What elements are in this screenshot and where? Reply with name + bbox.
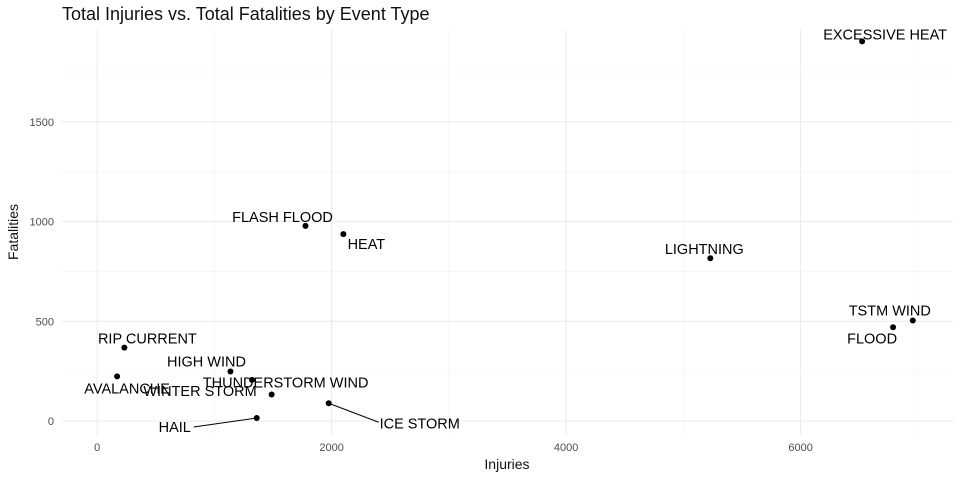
point-winter-storm <box>249 376 256 383</box>
chart-title: Total Injuries vs. Total Fatalities by E… <box>62 4 430 24</box>
y-tick-label: 1500 <box>30 117 54 129</box>
point-flood <box>890 324 897 331</box>
y-tick-label: 1000 <box>30 217 54 229</box>
y-tick-label: 500 <box>36 316 54 328</box>
leader-line-hail <box>193 417 257 428</box>
point-label-flash-flood: FLASH FLOOD <box>232 210 333 226</box>
point-excessive-heat <box>859 38 866 45</box>
y-tick-label: 0 <box>48 416 54 428</box>
point-labels: EXCESSIVE HEAT FLASH FLOOD HEAT LIGHTNING TS… <box>84 27 947 436</box>
leader-line-ice-storm <box>328 402 379 423</box>
label-leader-lines <box>193 402 379 428</box>
point-rip-current <box>121 344 128 351</box>
x-tick-label: 4000 <box>554 442 578 454</box>
tick-labels: 0 2000 4000 6000 0 500 1000 1500 <box>30 117 813 454</box>
point-tstm-wind <box>909 317 916 324</box>
x-tick-label: 2000 <box>319 442 343 454</box>
point-thunderstorm-wind <box>268 391 275 398</box>
data-points <box>114 38 916 422</box>
point-label-thunderstorm-wind: THUNDERSTORM WIND <box>203 376 369 392</box>
point-label-avalanche: AVALANCHE <box>84 381 170 397</box>
point-label-tstm-wind: TSTM WIND <box>849 303 931 319</box>
point-heat <box>340 231 347 238</box>
x-tick-label: 0 <box>94 442 100 454</box>
point-lightning <box>707 255 714 262</box>
point-label-heat: HEAT <box>348 237 386 253</box>
point-ice-storm <box>325 400 332 407</box>
point-label-ice-storm: ICE STORM <box>380 416 460 432</box>
point-high-wind <box>227 368 234 375</box>
point-label-flood: FLOOD <box>847 331 897 347</box>
x-tick-label: 6000 <box>788 442 812 454</box>
point-hail <box>253 415 260 422</box>
point-avalanche <box>114 373 121 380</box>
gridlines <box>62 30 953 435</box>
point-label-excessive-heat: EXCESSIVE HEAT <box>823 27 947 43</box>
point-label-high-wind: HIGH WIND <box>167 355 246 371</box>
point-label-lightning: LIGHTNING <box>665 242 744 258</box>
point-label-winter-storm: WINTER STORM <box>143 384 256 400</box>
x-axis-title: Injuries <box>484 456 529 472</box>
point-label-rip-current: RIP CURRENT <box>98 332 197 348</box>
point-flash-flood <box>302 222 309 229</box>
y-axis-title: Fatalities <box>5 204 21 260</box>
point-label-hail: HAIL <box>159 420 191 436</box>
